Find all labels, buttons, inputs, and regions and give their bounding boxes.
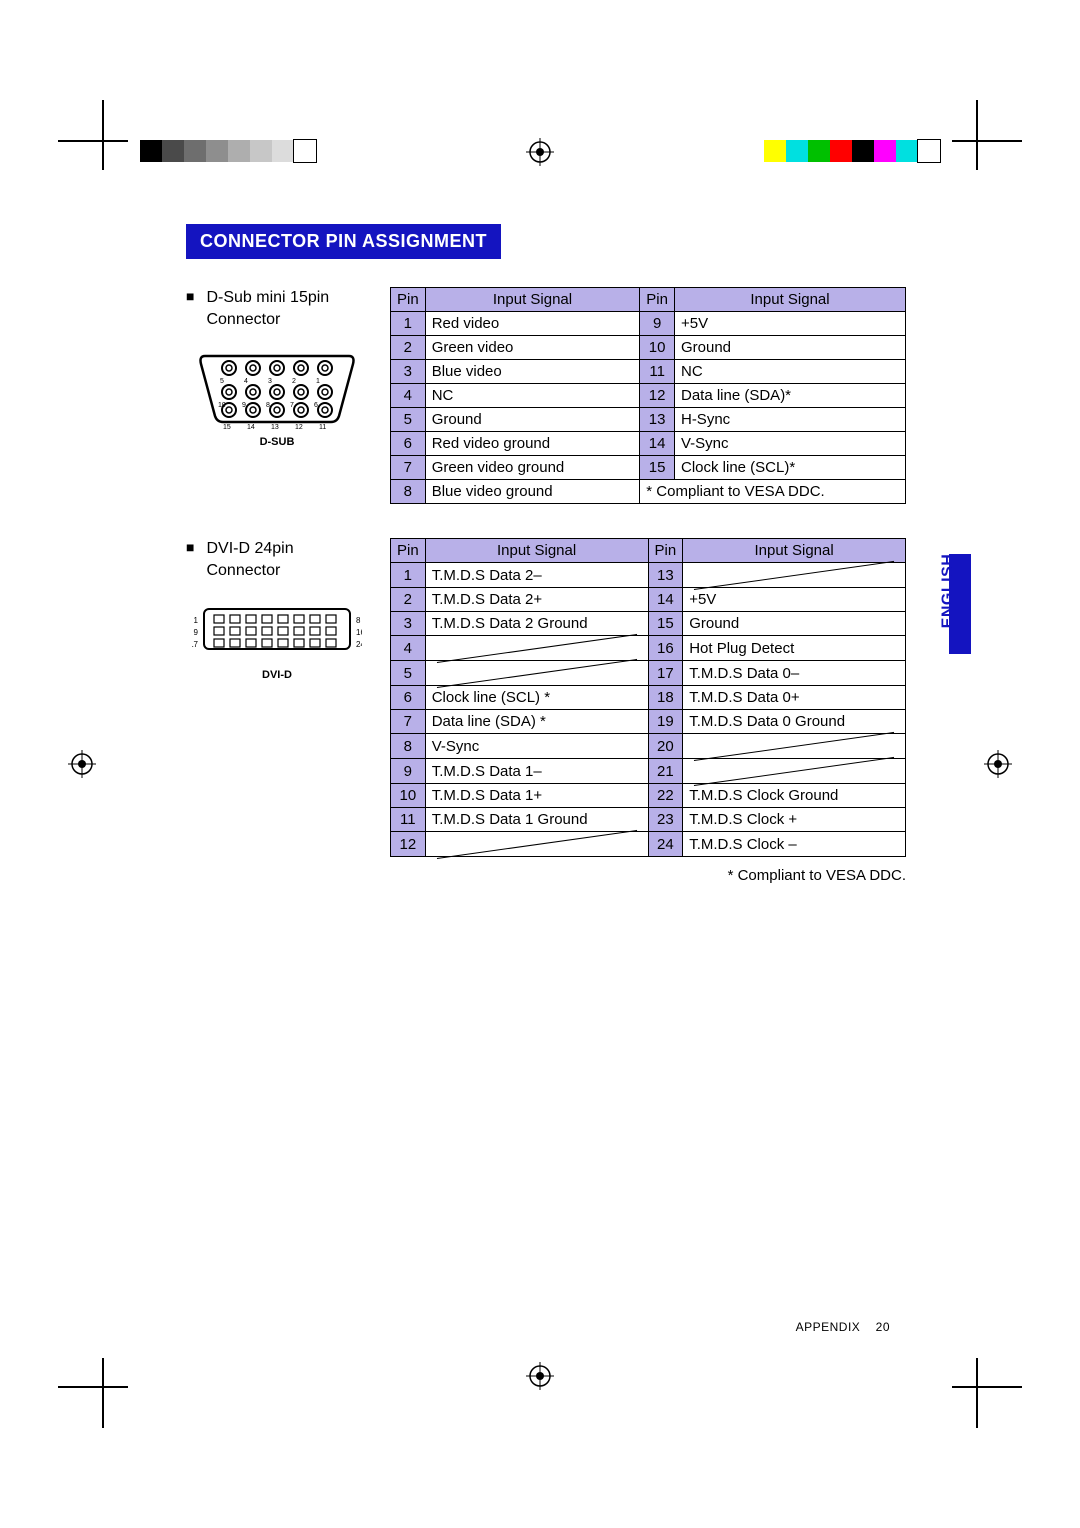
grayscale-colorbar	[140, 140, 316, 162]
registration-mark-bottom	[526, 1362, 554, 1390]
footer-page-number: 20	[876, 1320, 890, 1334]
svg-text:2: 2	[292, 378, 296, 385]
svg-text:11: 11	[319, 424, 326, 430]
svg-text:16: 16	[356, 628, 362, 637]
dvid-label-line2: Connector	[206, 562, 280, 579]
dvid-footnote: * Compliant to VESA DDC.	[390, 867, 906, 884]
svg-text:4: 4	[244, 378, 248, 385]
registration-mark-top	[526, 138, 554, 166]
language-tab: ENGLISH	[949, 554, 971, 654]
language-tab-label: ENGLISH	[939, 554, 957, 629]
svg-text:13: 13	[271, 424, 279, 430]
svg-text:8: 8	[356, 616, 361, 625]
dsub-caption: D-SUB	[260, 436, 295, 448]
dvid-label-line1: DVI-D 24pin	[206, 540, 293, 557]
registration-mark-left	[68, 750, 96, 778]
dsub-section: ■ D-Sub mini 15pin Connector 54321109876…	[186, 287, 906, 504]
dvid-section: ■ DVI-D 24pin Connector 1 8 9 16 17 24 DVI-D …	[186, 538, 906, 884]
registration-mark-right	[984, 750, 1012, 778]
svg-text:15: 15	[223, 424, 231, 430]
svg-text:3: 3	[268, 378, 272, 385]
svg-text:1: 1	[316, 378, 320, 385]
bullet-icon: ■	[186, 287, 194, 330]
process-colorbar	[764, 140, 940, 162]
svg-text:14: 14	[247, 424, 255, 430]
bullet-icon: ■	[186, 538, 194, 581]
page-footer: APPENDIX 20	[796, 1320, 890, 1334]
dvid-diagram: 1 8 9 16 17 24 DVI-D	[186, 603, 368, 681]
svg-text:5: 5	[220, 378, 224, 385]
dsub-label-line1: D-Sub mini 15pin	[206, 289, 329, 306]
svg-text:24: 24	[356, 640, 362, 649]
svg-text:1: 1	[194, 616, 199, 625]
footer-label: APPENDIX	[796, 1320, 861, 1334]
dsub-label-line2: Connector	[206, 311, 280, 328]
dsub-pinout-table: PinInput SignalPinInput Signal1Red video…	[390, 287, 906, 504]
dvid-pinout-table: PinInput SignalPinInput Signal1T.M.D.S D…	[390, 538, 906, 857]
dsub-label: ■ D-Sub mini 15pin Connector	[186, 287, 368, 330]
svg-text:12: 12	[295, 424, 303, 430]
dvid-label: ■ DVI-D 24pin Connector	[186, 538, 368, 581]
svg-text:9: 9	[194, 628, 199, 637]
page-title: CONNECTOR PIN ASSIGNMENT	[186, 224, 501, 259]
svg-text:17: 17	[192, 640, 199, 649]
page-content: CONNECTOR PIN ASSIGNMENT ■ D-Sub mini 15…	[186, 224, 906, 884]
dvid-caption: DVI-D	[262, 669, 292, 681]
dsub-diagram: 543211098761514131211 D-SUB	[186, 352, 368, 448]
